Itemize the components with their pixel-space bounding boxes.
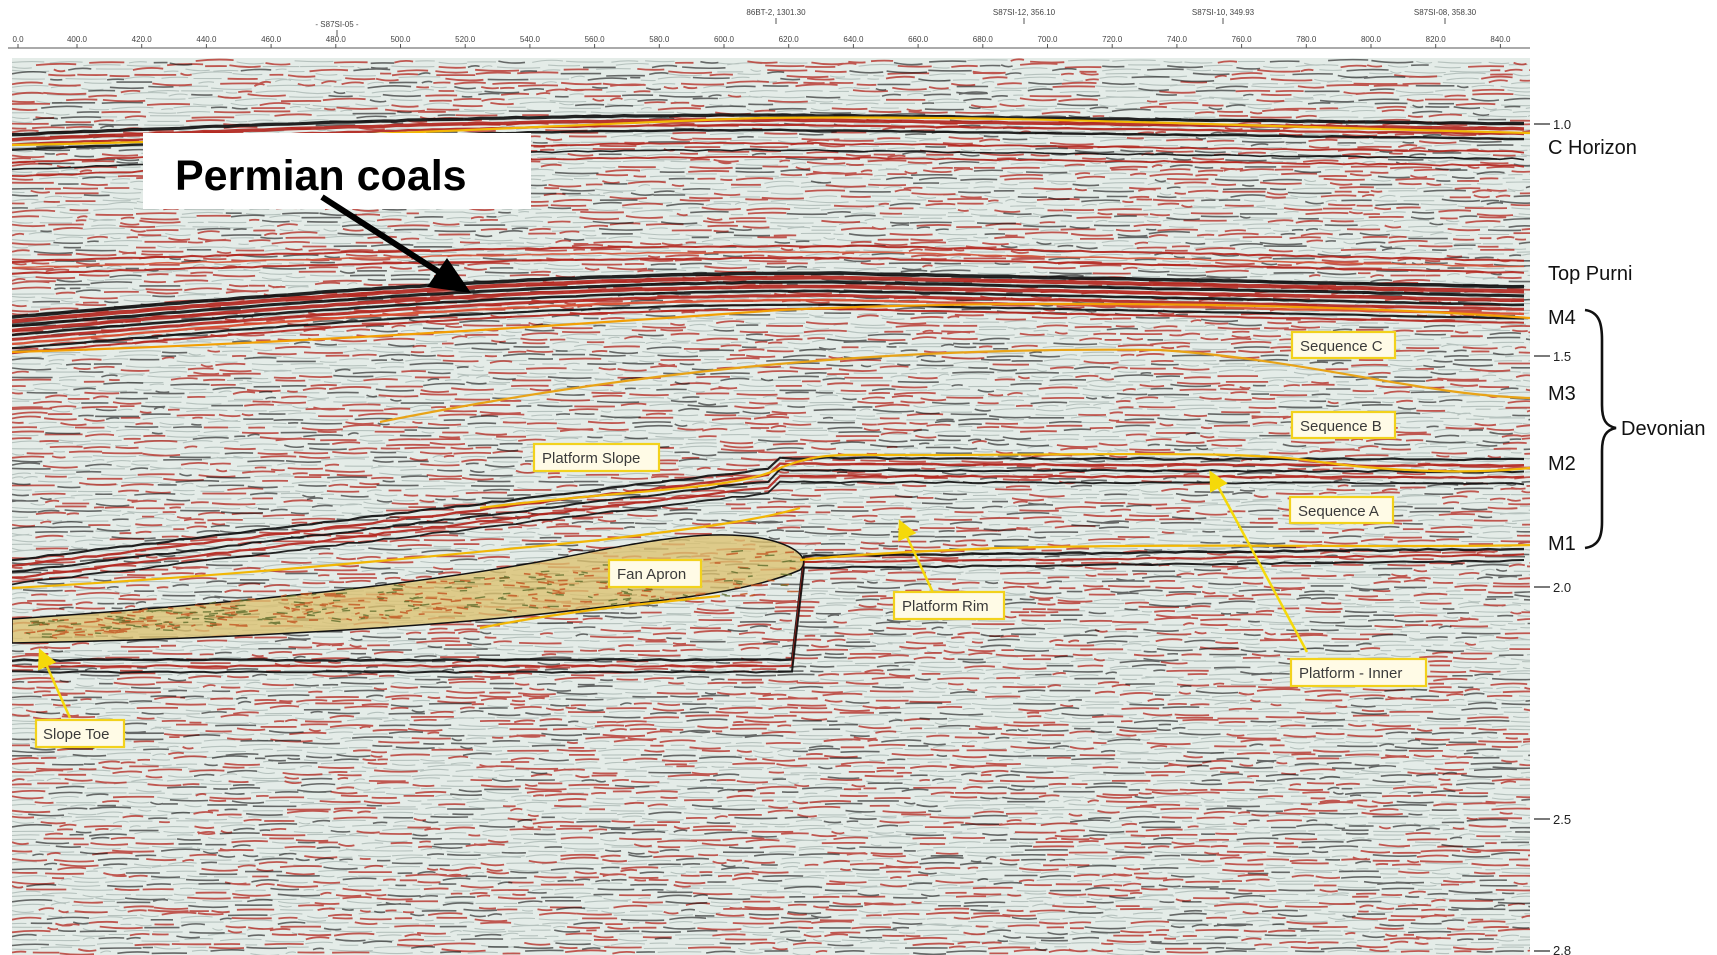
horizon-labels: C Horizon Top Purni M4 M3 M2 M1: [1548, 137, 1637, 555]
callout-box: [1290, 330, 1397, 360]
permian-coals-annotation: Permian coals: [143, 133, 531, 293]
callout-text: Sequence C: [1300, 338, 1383, 355]
callout-platform-inner: Platform - Inner: [1289, 657, 1428, 688]
horizon-label-m4: M4: [1548, 307, 1576, 329]
top-axis-tick-label: 560.0: [585, 35, 606, 44]
callout-sequence-b: Sequence B: [1290, 410, 1397, 440]
callout-box: [34, 718, 126, 749]
top-axis-tick-label: 620.0: [779, 35, 800, 44]
arrow-slope-toe: [37, 648, 72, 719]
time-label: 2.5: [1553, 812, 1571, 827]
time-label: 2.8: [1553, 943, 1571, 955]
top-axis: 0.0 400.0 420.0 440.0 460.0 480.0 500.0 520.0 54…: [8, 8, 1530, 49]
bracket-label: Devonian: [1621, 418, 1706, 440]
top-axis-tick-label: 420.0: [132, 35, 153, 44]
top-axis-tick-label: 840.0: [1490, 35, 1511, 44]
horizon-label-c: C Horizon: [1548, 137, 1637, 159]
horizon-line-m3: [379, 348, 1530, 424]
callout-text: Sequence B: [1300, 418, 1382, 435]
title-box: [143, 133, 531, 209]
well-label: S87SI-08, 358.30: [1414, 8, 1477, 17]
bracket-shape: [1584, 308, 1617, 550]
top-axis-tick-label: 600.0: [714, 35, 735, 44]
well-label: 86BT-2, 1301.30: [746, 8, 806, 17]
top-axis-tick-label: 460.0: [261, 35, 282, 44]
top-axis-tick-label: 740.0: [1167, 35, 1188, 44]
well-label: S87SI-10, 349.93: [1192, 8, 1255, 17]
horizon-label-m2: M2: [1548, 453, 1576, 475]
title-text: Permian coals: [175, 152, 467, 200]
top-axis-tick-label: 520.0: [455, 35, 476, 44]
horizon-label-top-purni: Top Purni: [1548, 263, 1633, 285]
callout-text: Platform Slope: [542, 450, 640, 467]
top-axis-tick-label: 540.0: [520, 35, 541, 44]
callout-sequence-a: Sequence A: [1288, 495, 1395, 525]
top-axis-tick-label: 760.0: [1232, 35, 1253, 44]
devonian-bracket: Devonian: [1584, 308, 1706, 550]
callout-arrows: [37, 470, 1309, 719]
callout-box: [532, 442, 661, 473]
top-axis-tick-label: 780.0: [1296, 35, 1317, 44]
title-arrow-head: [427, 258, 471, 293]
top-axis-tick-label: 400.0: [67, 35, 88, 44]
top-axis-tick-label: 800.0: [1361, 35, 1382, 44]
fan-apron-texture: [24, 550, 799, 639]
horizon-line-fan-base: [479, 594, 721, 630]
top-axis-tick-label: 500.0: [390, 35, 411, 44]
callout-box: [1290, 410, 1397, 440]
callout-slope-toe: Slope Toe: [34, 718, 126, 749]
horizon-line-m1: [799, 543, 1530, 562]
callout-text: Fan Apron: [617, 566, 686, 583]
arrow-platform-inner: [1209, 470, 1309, 653]
horizon-line-m4: [12, 302, 1530, 354]
top-axis-tick-label: 720.0: [1102, 35, 1123, 44]
callout-platform-slope: Platform Slope: [532, 442, 661, 473]
time-label: 1.5: [1553, 349, 1571, 364]
callout-box: [1289, 657, 1428, 688]
horizon-label-m1: M1: [1548, 533, 1576, 555]
callout-fan-apron: Fan Apron: [607, 558, 703, 589]
horizon-line-m2: [479, 452, 1530, 510]
horizon-line-slope: [12, 506, 801, 590]
callout-box: [607, 558, 703, 589]
top-axis-tick-label: 700.0: [1037, 35, 1058, 44]
callout-text: Sequence A: [1298, 503, 1379, 520]
top-axis-tick-label: 640.0: [843, 35, 864, 44]
callout-box: [1288, 495, 1395, 525]
horizon-label-m3: M3: [1548, 383, 1576, 405]
callout-text: Slope Toe: [43, 726, 109, 743]
top-axis-tick-label: 580.0: [649, 35, 670, 44]
well-label: S87SI-12, 356.10: [993, 8, 1056, 17]
seismic-reflectors: [12, 113, 1525, 674]
time-label: 2.0: [1553, 580, 1571, 595]
title-arrow-shaft: [320, 194, 444, 277]
time-label: 1.0: [1553, 117, 1571, 132]
top-axis-tick-label: 820.0: [1426, 35, 1447, 44]
top-axis-tick-label: 480.0: [326, 35, 347, 44]
time-axis: 1.0 1.5 2.0 2.5 2.8: [1534, 117, 1571, 955]
callout-text: Platform - Inner: [1299, 665, 1402, 682]
arrow-platform-rim: [898, 519, 937, 598]
top-axis-tick-label: 440.0: [196, 35, 217, 44]
callout-platform-rim: Platform Rim: [892, 590, 1006, 621]
well-label: - S87SI-05 -: [315, 20, 358, 29]
top-axis-tick-label: 660.0: [908, 35, 929, 44]
callouts: Sequence C Sequence B Sequence A Platfor…: [34, 330, 1428, 749]
callout-sequence-c: Sequence C: [1290, 330, 1397, 360]
callout-text: Platform Rim: [902, 598, 989, 615]
callout-box: [892, 590, 1006, 621]
top-axis-tick-label: 0.0: [12, 35, 24, 44]
top-axis-tick-label: 680.0: [973, 35, 994, 44]
